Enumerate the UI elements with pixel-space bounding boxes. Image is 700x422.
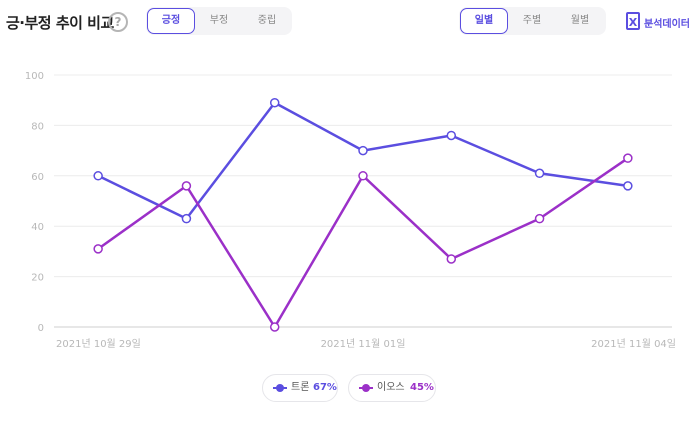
chart-title: 긍·부정 추이 비교 (6, 14, 114, 32)
y-tick-label: 100 (25, 71, 44, 82)
y-tick-label: 40 (31, 222, 44, 233)
y-tick-label: 80 (31, 121, 44, 132)
question-circle-icon[interactable]: ? (108, 12, 128, 32)
legend-name-tron: 트론 (291, 382, 310, 393)
data-point-1-5[interactable] (534, 213, 545, 224)
data-point-1-1[interactable] (181, 181, 192, 191)
data-point-1-0[interactable] (93, 244, 103, 254)
period-tab-group: 일별 주별 월별 (459, 7, 606, 35)
data-point-1-2[interactable] (269, 322, 280, 332)
data-point-0-5[interactable] (534, 168, 545, 179)
chart-header: 긍·부정 추이 비교 ? 긍정 부정 중립 일별 주별 월별 X 분석데이터 (0, 0, 700, 44)
legend-pct-tron: 67% (313, 382, 337, 393)
legend-marker-eos (359, 384, 373, 392)
legend-marker-tron (273, 384, 287, 392)
data-point-0-6[interactable] (623, 181, 633, 191)
excel-icon: X (626, 12, 640, 30)
tab-positive[interactable]: 긍정 (147, 8, 195, 34)
tab-monthly[interactable]: 월별 (570, 15, 590, 26)
x-tick-label: 2021년 10월 29일 (56, 338, 141, 350)
line-chart: 0 20 40 60 80 100 2021년 10월 29일 2021년 11월 01일 2… (25, 71, 676, 350)
x-tick-label: 2021년 11월 04일 (591, 338, 676, 350)
data-point-0-4[interactable] (446, 130, 457, 141)
legend-pct-eos: 45% (410, 382, 434, 393)
y-tick-label: 0 (38, 323, 44, 334)
tab-neutral[interactable]: 중립 (257, 15, 277, 26)
data-point-0-0[interactable] (93, 171, 103, 181)
y-tick-label: 20 (31, 273, 44, 284)
data-point-0-2[interactable] (269, 97, 280, 108)
tab-negative[interactable]: 부정 (209, 15, 229, 26)
export-data-label: 분석데이터 (644, 19, 690, 30)
series-line-1 (97, 157, 629, 329)
legend-item-tron[interactable]: 트론 67% (262, 374, 338, 402)
legend-item-eos[interactable]: 이오스 45% (348, 374, 436, 402)
tab-weekly[interactable]: 주별 (522, 15, 542, 26)
data-point-0-1[interactable] (181, 213, 192, 224)
legend-name-eos: 이오스 (377, 382, 405, 393)
data-point-0-3[interactable] (358, 145, 368, 156)
data-point-1-4[interactable] (446, 254, 457, 264)
data-point-1-3[interactable] (358, 171, 368, 181)
y-tick-label: 60 (31, 172, 44, 183)
data-point-1-6[interactable] (623, 153, 633, 163)
sentiment-tab-group: 긍정 부정 중립 (146, 7, 292, 35)
series-line-0 (97, 101, 629, 220)
x-tick-label: 2021년 11월 01일 (321, 338, 406, 350)
tab-daily[interactable]: 일별 (460, 8, 508, 34)
